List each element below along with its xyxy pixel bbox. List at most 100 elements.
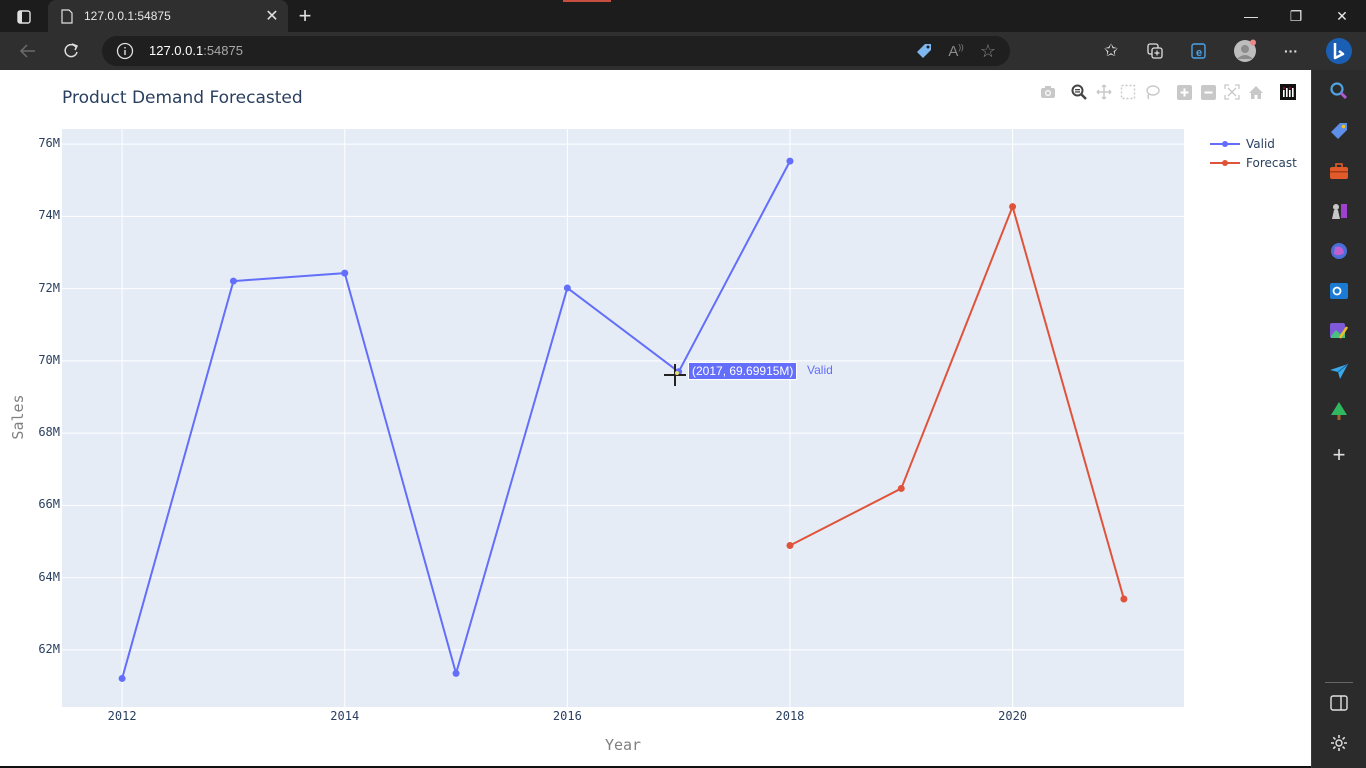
data-point-forecast[interactable] (1009, 203, 1017, 211)
sidebar-tree-button[interactable] (1326, 398, 1352, 424)
bing-copilot-button[interactable] (1323, 35, 1355, 67)
minimize-button[interactable]: — (1228, 0, 1274, 32)
sidebar-split-button[interactable] (1326, 690, 1352, 716)
avatar-icon (1234, 39, 1256, 62)
copilot-icon (1331, 243, 1347, 259)
data-point-forecast[interactable] (897, 484, 905, 492)
pan-icon (1096, 84, 1112, 100)
zoom-out-button[interactable] (1198, 82, 1218, 102)
taskbar-edge (0, 766, 1311, 768)
data-point-valid[interactable] (563, 284, 571, 292)
shopping-button[interactable] (910, 37, 938, 65)
restore-icon: ❐ (1289, 7, 1303, 24)
data-point-valid[interactable] (341, 269, 349, 277)
zoom-out-icon (1200, 84, 1216, 100)
star-add-icon: ☆ (979, 40, 997, 61)
browser-toolbar: 127.0.0.1:54875 A)) ☆ ✩ e ··· (0, 32, 1366, 70)
x-tick-label: 2012 (107, 709, 137, 723)
x-tick-label: 2018 (775, 709, 805, 723)
address-bar-actions: A)) ☆ (917, 36, 1010, 66)
data-point-forecast[interactable] (1120, 595, 1128, 603)
sidebar-settings-button[interactable] (1326, 730, 1352, 756)
chart-title: Product Demand Forecasted (62, 88, 303, 108)
more-icon: ··· (1284, 43, 1298, 59)
chess-icon (1332, 204, 1347, 219)
window-accent (563, 0, 611, 2)
info-icon[interactable] (116, 42, 134, 60)
collections-icon (1147, 43, 1163, 59)
data-point-forecast[interactable] (786, 542, 794, 550)
designer-icon (1330, 323, 1349, 339)
back-arrow-icon (19, 44, 35, 58)
url-port: :54875 (203, 43, 243, 58)
new-tab-button[interactable]: + (292, 3, 318, 28)
address-bar[interactable]: 127.0.0.1:54875 (102, 36, 918, 66)
refresh-button[interactable] (56, 37, 86, 65)
url-host: 127.0.0.1 (149, 43, 204, 58)
y-tick-label: 64M (38, 569, 60, 584)
sidebar-add-button[interactable]: + (1326, 442, 1352, 468)
box-select-button[interactable] (1118, 82, 1138, 102)
zoom-in-button[interactable] (1174, 82, 1194, 102)
tab-actions-icon (17, 10, 31, 24)
url-text[interactable]: 127.0.0.1:54875 (149, 43, 243, 58)
tab-actions-button[interactable] (10, 6, 38, 28)
ie-mode-button[interactable]: e (1185, 37, 1213, 65)
data-point-valid[interactable] (118, 674, 126, 682)
legend-item-valid[interactable]: Valid (1208, 134, 1297, 153)
restore-button[interactable]: ❐ (1273, 0, 1319, 32)
plot-background (62, 129, 1184, 707)
add-favorite-button[interactable]: ☆ (974, 37, 1002, 65)
read-aloud-button[interactable]: A)) (942, 37, 970, 65)
sidebar-outlook-button[interactable] (1326, 278, 1352, 304)
reset-axes-button[interactable] (1246, 82, 1266, 102)
y-tick-label: 72M (38, 280, 60, 295)
box-select-icon (1120, 84, 1136, 100)
tab-close-button[interactable]: ✕ (260, 4, 284, 28)
favorites-button[interactable]: ✩ (1097, 37, 1125, 65)
close-window-button[interactable]: ✕ (1319, 0, 1365, 32)
zoom-button[interactable] (1069, 82, 1089, 102)
shopping-tag-icon (917, 44, 931, 58)
y-tick-label: 66M (38, 497, 60, 512)
plot-area[interactable] (0, 70, 1311, 766)
legend-item-forecast[interactable]: Forecast (1208, 153, 1297, 172)
x-tick-label: 2020 (998, 709, 1028, 723)
data-point-valid[interactable] (452, 669, 460, 677)
sidebar-tools-button[interactable] (1326, 158, 1352, 184)
settings-icon (1331, 735, 1347, 751)
sidebar-search-button[interactable] (1326, 78, 1352, 104)
sidebar-send-button[interactable] (1326, 358, 1352, 384)
sidebar-designer-button[interactable] (1326, 318, 1352, 344)
read-aloud-icon: A)) (948, 42, 964, 60)
data-point-valid[interactable] (229, 277, 237, 285)
legend-swatch-forecast-icon (1210, 159, 1240, 166)
sidebar-games-button[interactable] (1326, 198, 1352, 224)
edge-sidebar: + (1311, 70, 1366, 768)
series-line-forecast[interactable] (789, 205, 1125, 600)
crosshair-cursor-icon (664, 364, 686, 386)
outlook-icon (1330, 283, 1348, 299)
data-point-valid[interactable] (786, 157, 794, 165)
search-icon (1330, 82, 1348, 100)
legend-swatch-valid-icon (1210, 140, 1240, 147)
autoscale-button[interactable] (1222, 82, 1242, 102)
download-png-button[interactable] (1038, 82, 1058, 102)
more-button[interactable]: ··· (1277, 37, 1305, 65)
profile-button[interactable] (1231, 37, 1259, 65)
toolbox-icon (1330, 163, 1348, 179)
pan-button[interactable] (1094, 82, 1114, 102)
back-button[interactable] (13, 37, 43, 65)
collections-button[interactable] (1141, 37, 1169, 65)
plotly-logo-button[interactable] (1278, 82, 1298, 102)
minimize-icon: — (1244, 8, 1258, 24)
y-tick-label: 74M (38, 208, 60, 223)
sidebar-copilot-button[interactable] (1326, 238, 1352, 264)
browser-tab[interactable]: 127.0.0.1:54875 ✕ (48, 0, 288, 32)
y-axis-title: Sales (9, 394, 27, 440)
sidebar-shopping-button[interactable] (1326, 118, 1352, 144)
close-window-icon: ✕ (1336, 7, 1348, 24)
autoscale-icon (1224, 84, 1240, 100)
close-icon: ✕ (265, 8, 279, 25)
lasso-select-button[interactable] (1142, 82, 1162, 102)
